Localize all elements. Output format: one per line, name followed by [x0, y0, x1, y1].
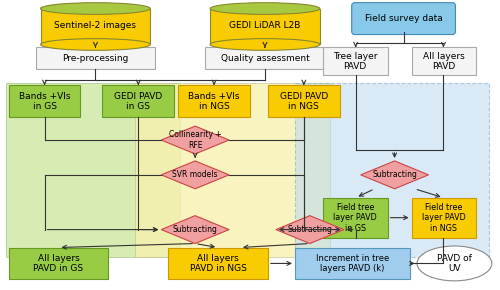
- Text: Subtracting: Subtracting: [172, 225, 218, 234]
- Bar: [178, 85, 250, 117]
- Bar: [295, 83, 490, 258]
- Text: All layers
PAVD in NGS: All layers PAVD in NGS: [190, 254, 246, 273]
- Ellipse shape: [417, 246, 492, 281]
- Text: GEDI PAVD
in NGS: GEDI PAVD in NGS: [280, 92, 328, 111]
- Bar: [136, 83, 330, 258]
- Bar: [8, 85, 81, 117]
- Polygon shape: [161, 126, 229, 154]
- Text: All layers
PAVD in GS: All layers PAVD in GS: [34, 254, 84, 273]
- Bar: [205, 48, 325, 69]
- Text: SVR models: SVR models: [172, 170, 218, 179]
- Text: Pre-processing: Pre-processing: [62, 54, 128, 63]
- Bar: [8, 247, 108, 279]
- Text: PAVD of
UV: PAVD of UV: [437, 254, 472, 273]
- Bar: [412, 198, 476, 238]
- Bar: [268, 85, 340, 117]
- Bar: [323, 48, 388, 75]
- Text: All layers
PAVD: All layers PAVD: [423, 52, 465, 71]
- Ellipse shape: [210, 39, 320, 50]
- Text: Subtracting: Subtracting: [288, 225, 333, 234]
- Bar: [40, 8, 150, 44]
- Text: Subtracting: Subtracting: [372, 170, 417, 179]
- Text: Field tree
layer PAVD
in NGS: Field tree layer PAVD in NGS: [422, 203, 466, 233]
- Text: Bands +VIs
in NGS: Bands +VIs in NGS: [188, 92, 240, 111]
- Text: GEDI LiDAR L2B: GEDI LiDAR L2B: [230, 21, 300, 30]
- Bar: [168, 247, 268, 279]
- Ellipse shape: [210, 3, 320, 14]
- Text: Tree layer
PAVD: Tree layer PAVD: [333, 52, 378, 71]
- Text: Field tree
layer PAVD
in GS: Field tree layer PAVD in GS: [334, 203, 377, 233]
- Bar: [36, 48, 156, 69]
- Ellipse shape: [40, 39, 150, 50]
- Polygon shape: [161, 216, 229, 244]
- FancyBboxPatch shape: [352, 3, 456, 35]
- Text: Field survey data: Field survey data: [364, 14, 442, 23]
- Text: GEDI PAVD
in GS: GEDI PAVD in GS: [114, 92, 162, 111]
- Bar: [102, 85, 174, 117]
- Bar: [295, 247, 410, 279]
- Text: Bands +VIs
in GS: Bands +VIs in GS: [19, 92, 70, 111]
- Polygon shape: [360, 161, 428, 189]
- Bar: [323, 198, 388, 238]
- Polygon shape: [161, 161, 229, 189]
- Polygon shape: [276, 216, 344, 244]
- Ellipse shape: [40, 3, 150, 14]
- Bar: [412, 48, 476, 75]
- Text: Sentinel-2 images: Sentinel-2 images: [54, 21, 136, 30]
- Text: Increment in tree
layers PAVD (k): Increment in tree layers PAVD (k): [316, 254, 389, 273]
- Bar: [6, 83, 180, 258]
- Text: Quality assessment: Quality assessment: [220, 54, 310, 63]
- Text: Collinearity +
RFE: Collinearity + RFE: [169, 130, 222, 150]
- Bar: [210, 8, 320, 44]
